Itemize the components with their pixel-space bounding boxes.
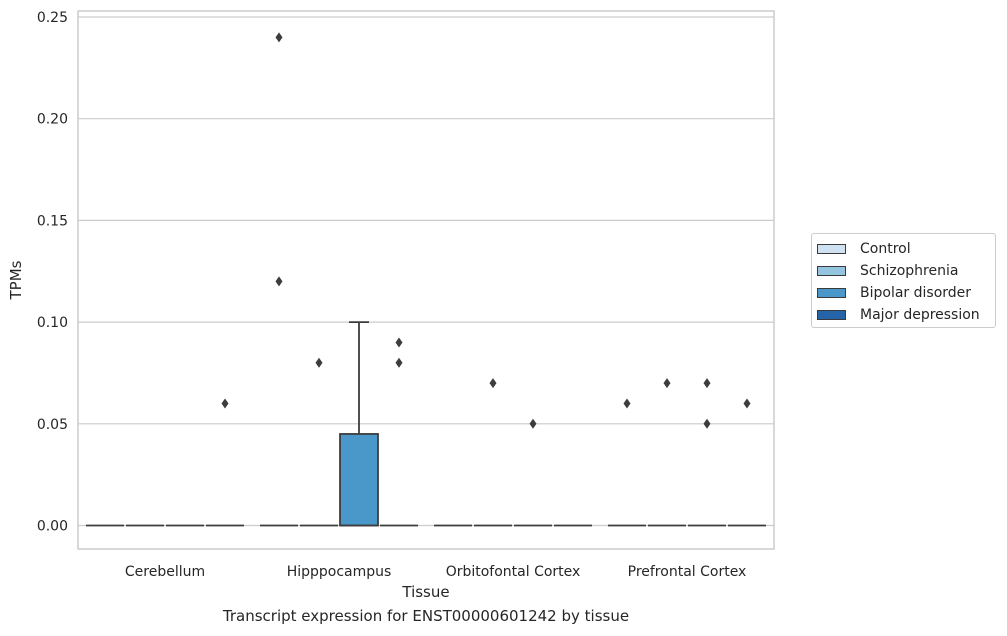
outlier-point	[703, 378, 711, 389]
chart-title: Transcript expression for ENST0000060124…	[222, 607, 630, 625]
outlier-point	[315, 357, 323, 368]
x-tick-label: Prefrontal Cortex	[628, 564, 747, 580]
y-tick-label: 0.00	[37, 519, 68, 535]
legend-label: Schizophrenia	[860, 263, 959, 279]
outlier-point	[623, 398, 631, 409]
legend-item: Control	[817, 238, 995, 260]
x-tick-label: Hipppocampus	[287, 564, 392, 580]
box-marks	[86, 32, 766, 527]
x-axis-ticks: Cerebellum Hipppocampus Orbitofontal Corte…	[125, 564, 746, 580]
outlier-point	[529, 418, 537, 429]
legend-label: Control	[860, 241, 911, 257]
legend: Control Schizophrenia Bipolar disorder Majo…	[811, 233, 996, 328]
y-axis-label: TPMs	[7, 260, 25, 300]
outlier-point	[703, 418, 711, 429]
legend-label: Bipolar disorder	[860, 285, 972, 301]
outlier-point	[221, 398, 229, 409]
legend-label: Major depression	[860, 307, 980, 323]
y-tick-label: 0.10	[37, 315, 68, 331]
x-tick-label: Cerebellum	[125, 564, 205, 580]
gridlines	[78, 16, 774, 527]
legend-swatch	[817, 310, 846, 320]
outlier-point	[275, 276, 283, 287]
legend-swatch	[817, 244, 846, 254]
legend-swatch	[817, 266, 846, 276]
outlier-point	[395, 337, 403, 348]
legend-item: Major depression	[817, 304, 995, 326]
plot-area-frame	[77, 10, 775, 550]
outlier-point	[275, 32, 283, 43]
legend-swatch	[817, 288, 846, 298]
x-tick-label: Orbitofontal Cortex	[446, 564, 581, 580]
outlier-point	[395, 357, 403, 368]
y-tick-label: 0.05	[37, 417, 68, 433]
x-axis-label: Tissue	[401, 583, 449, 601]
box-bipolar-disorder	[339, 433, 379, 527]
y-tick-label: 0.25	[37, 10, 68, 26]
outlier-point	[489, 378, 497, 389]
legend-item: Schizophrenia	[817, 260, 995, 282]
outlier-point	[663, 378, 671, 389]
legend-item: Bipolar disorder	[817, 282, 995, 304]
y-axis-ticks: 0.00 0.05 0.10 0.15 0.20 0.25	[37, 10, 68, 535]
outlier-point	[743, 398, 751, 409]
y-tick-label: 0.20	[37, 112, 68, 128]
y-tick-label: 0.15	[37, 213, 68, 229]
